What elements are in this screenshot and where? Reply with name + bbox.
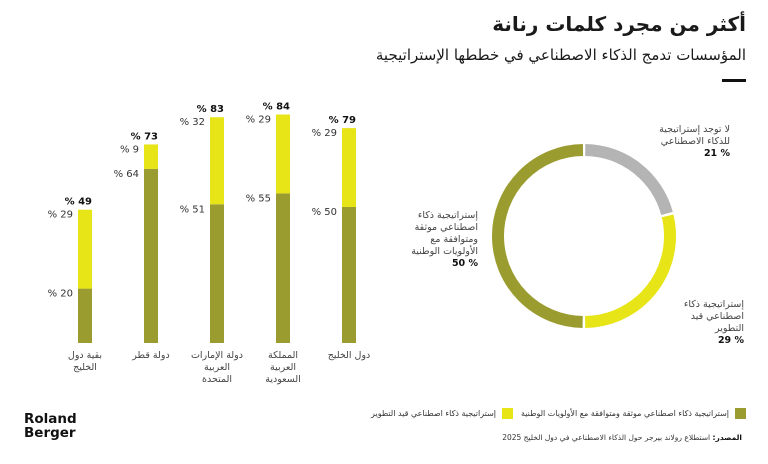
donut-label-line: إستراتيجية ذكاء	[417, 210, 478, 221]
donut-slice-label: إستراتيجية ذكاء اصطناعي قيد التطوير% 29	[684, 299, 744, 347]
donut-label-line: اصطناعي موثقة	[414, 222, 478, 233]
bar-label-developing: % 29	[48, 210, 73, 221]
page-title: أكثر من مجرد كلمات رنانة	[492, 12, 746, 36]
bar-category-label: المملكة العربية السعودية	[248, 350, 318, 386]
bar-category-line: بقية دول	[67, 350, 103, 361]
bar-category-line: الخليج	[73, 362, 97, 373]
bar-total-label: % 49	[65, 197, 92, 208]
bar-label-developing: % 9	[120, 144, 139, 155]
bar-developing	[276, 114, 290, 194]
donut-slice-value: % 50	[451, 258, 478, 269]
bar-category-line: دولة الإمارات	[190, 350, 244, 361]
bar-category-line: السعودية	[265, 374, 301, 385]
donut-slice-label: لا توجد إستراتيجية للذكاء الاصطناعي% 21	[659, 124, 730, 160]
donut-label-line: لا توجد إستراتيجية	[659, 124, 730, 135]
donut-slice	[492, 144, 676, 328]
bar-label-developing: % 29	[312, 128, 337, 139]
bar-category-label: دول الخليج	[314, 350, 384, 362]
legend-documented: إستراتيجية ذكاء اصطناعي موثقة ومتوافقة م…	[521, 408, 746, 419]
donut-slice-label: إستراتيجية ذكاء اصطناعي موثقة ومتوافقة مع ا…	[411, 210, 478, 270]
bar-total-label: % 79	[329, 115, 356, 126]
bar-category-line: دولة قطر	[132, 350, 170, 361]
roland-berger-logo: Roland Berger	[24, 411, 77, 441]
bar-label-documented: % 50	[312, 207, 337, 218]
legend-swatch-olive	[735, 408, 746, 419]
bar-developing	[78, 209, 92, 289]
donut-label-line: ومتوافقة مع	[430, 234, 478, 245]
bar-documented	[210, 204, 224, 343]
bar-developing	[210, 117, 224, 205]
bar-category-line: العربية	[270, 362, 296, 373]
bar-total-label: % 73	[131, 131, 158, 142]
legend-developing: إستراتيجية ذكاء اصطناعي قيد التطوير	[371, 408, 513, 419]
bar-label-developing: % 32	[180, 117, 205, 128]
stacked-bar-chart: % 20 % 29 % 49 % 64 % 9 % 73 % 51 % 32 % 83 % 55%…	[48, 102, 356, 343]
bar-documented	[276, 193, 290, 343]
bar-label-documented: % 64	[114, 169, 139, 180]
donut-label-line: التطوير	[715, 323, 744, 334]
donut-slice-value: % 29	[717, 335, 744, 346]
bar-documented	[144, 168, 158, 343]
bar-developing	[144, 144, 158, 169]
donut-slice	[492, 144, 676, 328]
donut-label-line: الأولويات الوطنية	[411, 246, 478, 257]
bar-total-label: % 84	[263, 102, 290, 113]
bar-documented	[342, 207, 356, 343]
source-note: المصدر: استطلاع رولاند بيرجر حول الذكاء …	[502, 433, 742, 442]
bar-category-line: دول الخليج	[327, 350, 371, 361]
bar-category-line: المملكة	[267, 350, 298, 361]
title-underline	[722, 79, 746, 82]
page-subtitle: المؤسسات تدمج الذكاء الاصطناعي في خططها …	[375, 46, 746, 64]
bar-label-documented: % 20	[48, 289, 73, 300]
donut-label-line: للذكاء الاصطناعي	[660, 136, 730, 147]
bar-category-label: بقية دول الخليج	[50, 350, 120, 374]
bar-label-developing: % 29	[246, 115, 271, 126]
bar-category-line: العربية	[204, 362, 230, 373]
bar-label-documented: % 51	[180, 204, 205, 215]
donut-label-line: اصطناعي قيد	[690, 311, 744, 322]
donut-slice-value: % 21	[703, 148, 730, 159]
bar-category-line: المتحدة	[202, 374, 232, 385]
bar-documented	[78, 288, 92, 343]
bar-label-documented: % 55	[246, 193, 271, 204]
bar-category-label: دولة قطر	[116, 350, 186, 362]
legend-swatch-yellow	[502, 408, 513, 419]
bar-total-label: % 83	[197, 104, 224, 115]
bar-category-label: دولة الإمارات العربية المتحدة	[182, 350, 252, 386]
donut-label-line: إستراتيجية ذكاء	[683, 299, 744, 310]
bar-developing	[342, 128, 356, 207]
donut-chart	[492, 144, 676, 328]
